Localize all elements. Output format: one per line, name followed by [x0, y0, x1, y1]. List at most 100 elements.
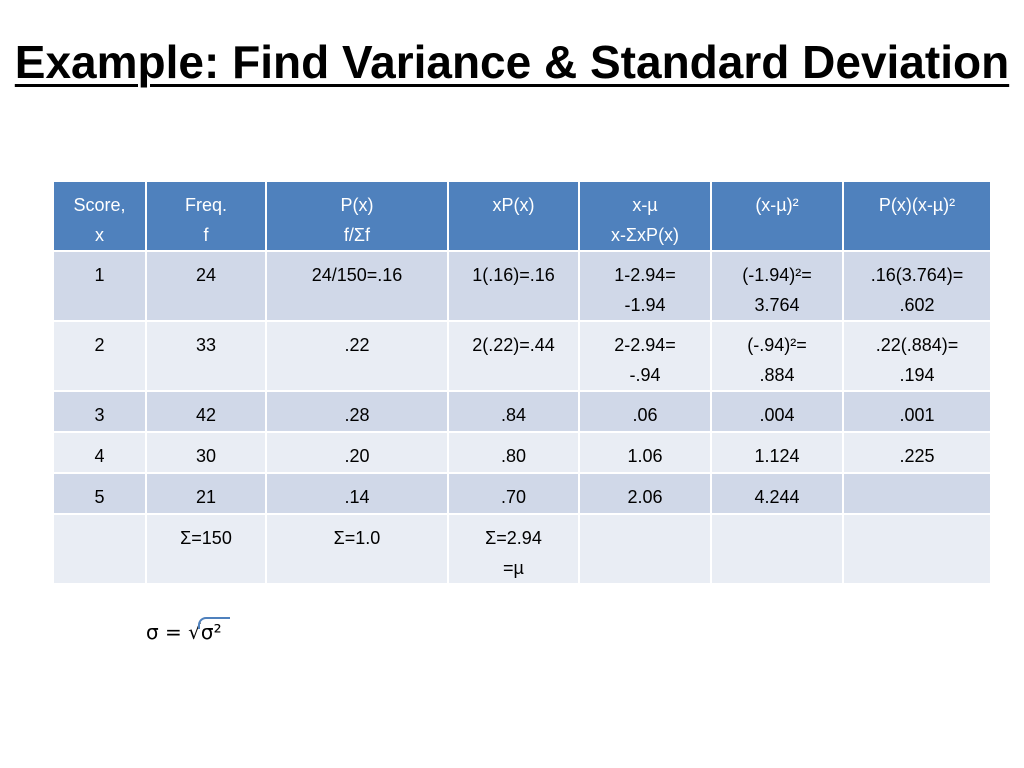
column-header-line: f/Σf — [343, 225, 371, 245]
column-header: Score, x — [52, 180, 147, 252]
table-row: 4 30 .20 .80 1.06 1.124 .225 — [52, 431, 992, 474]
table-cell: 2.06 — [578, 472, 712, 515]
slide-title-text: Example: Find Variance & Standard Deviat… — [14, 36, 1010, 88]
column-header-line: x-µ — [632, 195, 658, 215]
column-header: P(x) f/Σf — [265, 180, 449, 252]
table-cell: .06 — [578, 390, 712, 433]
table-cell-line: 33 — [195, 335, 217, 355]
table-cell: .80 — [447, 431, 580, 474]
table-cell-line: .194 — [899, 365, 935, 385]
table-cell-line: 24/150=.16 — [311, 265, 403, 285]
table-cell-line: 5 — [94, 487, 105, 507]
table-cell-line: 1.06 — [627, 446, 663, 466]
table-cell-line: Σ=150 — [180, 528, 232, 548]
table-cell-line: .001 — [899, 405, 935, 425]
table-cell: (-.94)²= .884 — [710, 320, 844, 392]
table-cell: 1.124 — [710, 431, 844, 474]
table-cell-line: .14 — [344, 487, 370, 507]
std-dev-formula: σ = √σ² — [146, 617, 231, 644]
table-cell-line: 1.124 — [754, 446, 800, 466]
table-cell: .70 — [447, 472, 580, 515]
table-cell-line: Σ=1.0 — [333, 528, 381, 548]
table-cell — [842, 472, 992, 515]
table-cell-line: .20 — [344, 446, 370, 466]
table-cell-line: 3 — [94, 405, 105, 425]
table-cell: 42 — [145, 390, 267, 433]
square-root-symbol: √σ² — [188, 617, 231, 644]
table-cell — [842, 513, 992, 585]
table-cell-line: 4.244 — [754, 487, 800, 507]
column-header-line: f — [203, 225, 209, 245]
table-cell-line: .84 — [500, 405, 527, 425]
column-header: (x-µ)² — [710, 180, 844, 252]
table-cell-line: -1.94 — [624, 295, 666, 315]
table-cell: 2(.22)=.44 — [447, 320, 580, 392]
table-cell-line: 2-2.94= — [614, 335, 676, 355]
table-cell: .001 — [842, 390, 992, 433]
table-cell: .20 — [265, 431, 449, 474]
table-cell: 1-2.94= -1.94 — [578, 250, 712, 322]
table-body: 1 24 24/150=.16 1(.16)=.16 1-2.94= -1.94 (-1.9… — [52, 250, 992, 585]
table-cell-line: .22 — [344, 335, 370, 355]
table-cell-line: 30 — [195, 446, 217, 466]
table-cell-line: 42 — [195, 405, 217, 425]
table-cell: 2 — [52, 320, 147, 392]
table-cell-line: 1(.16)=.16 — [472, 265, 555, 285]
table-cell: 3 — [52, 390, 147, 433]
column-header-line: P(x)(x-µ)² — [878, 195, 956, 215]
table-cell-line: .884 — [759, 365, 795, 385]
column-header: x-µ x-ΣxP(x) — [578, 180, 712, 252]
table-cell-line: Σ=2.94 — [485, 528, 542, 548]
table-cell: 1(.16)=.16 — [447, 250, 580, 322]
table-cell-line: .225 — [899, 446, 935, 466]
table-cell: Σ=150 — [145, 513, 267, 585]
column-header: P(x)(x-µ)² — [842, 180, 992, 252]
table-cell: .28 — [265, 390, 449, 433]
table-cell: Σ=1.0 — [265, 513, 449, 585]
table-cell: 2-2.94= -.94 — [578, 320, 712, 392]
table-cell-line: 24 — [195, 265, 217, 285]
table-cell: .22 — [265, 320, 449, 392]
table-cell-line: 1-2.94= — [614, 265, 676, 285]
table-cell-line: -.94 — [629, 365, 661, 385]
table-cell: 21 — [145, 472, 267, 515]
table-cell-line: .28 — [344, 405, 370, 425]
table-cell-line: 2(.22)=.44 — [472, 335, 555, 355]
slide-title: Example: Find Variance & Standard Deviat… — [0, 28, 1024, 96]
radical-sign: √ — [188, 620, 201, 644]
table-row: Σ=150 Σ=1.0 Σ=2.94 =µ — [52, 513, 992, 585]
table-cell: 4.244 — [710, 472, 844, 515]
table-cell-line: 1 — [94, 265, 105, 285]
table-cell-line: (-1.94)²= — [742, 265, 812, 285]
table-cell — [710, 513, 844, 585]
table-cell — [52, 513, 147, 585]
table-cell-line: .06 — [632, 405, 658, 425]
table-cell: 24 — [145, 250, 267, 322]
column-header-line: Freq. — [184, 195, 227, 215]
table-cell-line: .22(.884)= — [875, 335, 959, 355]
table-cell-line: .70 — [500, 487, 527, 507]
column-header: xP(x) — [447, 180, 580, 252]
table-header-row: Score, x Freq. f P(x) f/Σf xP(x) x-µ x-ΣxP(x) (x-… — [52, 180, 992, 252]
table-row: 2 33 .22 2(.22)=.44 2-2.94= -.94 (-.94)²= .884.… — [52, 320, 992, 392]
table-cell-line: 2 — [94, 335, 105, 355]
table-cell: 1 — [52, 250, 147, 322]
table-cell: .225 — [842, 431, 992, 474]
table-row: 5 21 .14 .70 2.06 4.244 — [52, 472, 992, 515]
table-cell-line: 21 — [195, 487, 217, 507]
table-cell: Σ=2.94 =µ — [447, 513, 580, 585]
table-cell: 4 — [52, 431, 147, 474]
table-cell: 30 — [145, 431, 267, 474]
table-cell-line: (-.94)²= — [747, 335, 807, 355]
table-cell: 5 — [52, 472, 147, 515]
table-cell: 33 — [145, 320, 267, 392]
table-cell — [578, 513, 712, 585]
column-header-line: x-ΣxP(x) — [610, 225, 680, 245]
column-header-line: (x-µ)² — [755, 195, 799, 215]
radical-bar — [198, 617, 231, 629]
table-cell-line: =µ — [503, 558, 524, 578]
table-cell: 1.06 — [578, 431, 712, 474]
table-cell: .14 — [265, 472, 449, 515]
table-row: 3 42 .28 .84 .06 .004 .001 — [52, 390, 992, 433]
table-cell-line: 3.764 — [754, 295, 800, 315]
